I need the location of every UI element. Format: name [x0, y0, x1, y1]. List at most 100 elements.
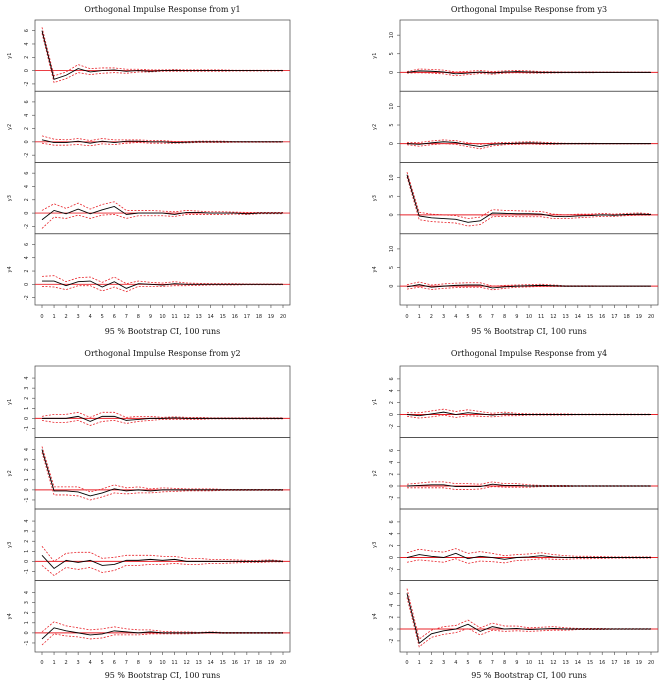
y-tick-label: 4	[24, 519, 30, 522]
y-tick-label: 2	[389, 616, 395, 619]
x-tick-label: 2	[430, 660, 433, 666]
x-tick-label: 1	[418, 314, 421, 320]
x-tick-label: 10	[159, 314, 165, 320]
ci-lower-line	[406, 72, 651, 77]
x-tick-label: 6	[479, 660, 482, 666]
panel-frame	[34, 162, 291, 235]
x-tick-label: 8	[503, 660, 506, 666]
x-tick-label: 16	[232, 314, 238, 320]
x-tick-label: 15	[587, 660, 593, 666]
panel-frame	[399, 580, 659, 653]
x-tick-label: 11	[538, 314, 544, 320]
chart-footer: 95 % Bootstrap CI, 100 runs	[471, 327, 587, 336]
irf-line	[406, 411, 651, 417]
panel-y4: y4 0 5 10	[372, 233, 659, 306]
y-tick-label: 0	[24, 212, 30, 215]
y-tick-label: 4	[389, 532, 395, 535]
y-tick-label: -2	[389, 495, 395, 500]
x-tick-label: 11	[171, 314, 177, 320]
y-axis-label: y2	[7, 124, 13, 130]
y-tick-label: 2	[24, 397, 30, 400]
ci-lower-line	[406, 285, 651, 291]
x-tick-label: 4	[454, 660, 457, 666]
x-tick-label: 3	[442, 660, 445, 666]
y-axis-label: y3	[7, 195, 13, 201]
y-tick-label: 4	[389, 461, 395, 464]
x-tick-label: 18	[256, 660, 262, 666]
y-tick-label: 4	[24, 591, 30, 594]
irf-line	[406, 141, 651, 148]
x-tick-label: 6	[479, 314, 482, 320]
ci-lower-line	[41, 452, 283, 501]
y-tick-label: 5	[389, 123, 395, 126]
irf-line	[406, 483, 651, 488]
y-tick-label: 2	[389, 401, 395, 404]
irf-line	[406, 174, 652, 223]
y-tick-label: 0	[389, 484, 395, 487]
y-tick-label: 2	[24, 56, 30, 59]
y-tick-label: -2	[389, 638, 395, 643]
x-tick-label: 3	[77, 314, 80, 320]
x-tick-label: 13	[195, 314, 201, 320]
panel-frame	[399, 19, 659, 92]
y-axis-label: y1	[372, 53, 378, 59]
chart-3: Orthogonal Impulse Response from y2 y1 -1 0…	[7, 349, 291, 680]
x-tick-label: 4	[89, 660, 92, 666]
x-tick-label: 16	[599, 660, 605, 666]
x-tick-label: 13	[562, 660, 568, 666]
irf-line	[41, 205, 283, 221]
y-axis-label: y3	[7, 542, 13, 548]
chart-title: Orthogonal Impulse Response from y1	[84, 5, 240, 14]
chart-2: Orthogonal Impulse Response from y3 y1 0 5 1…	[372, 5, 659, 336]
x-tick-label: 12	[183, 660, 189, 666]
y-tick-label: 1	[24, 407, 30, 410]
y-tick-label: 6	[24, 172, 30, 175]
y-tick-label: 0	[24, 283, 30, 286]
irf-line	[42, 280, 283, 289]
ci-upper-line	[41, 546, 284, 562]
x-tick-label: 20	[280, 660, 286, 666]
y-tick-label: 6	[389, 377, 395, 380]
x-tick-label: 20	[280, 314, 286, 320]
panel-y1: y1 -2 0 2 4 6	[7, 19, 291, 92]
x-tick-label: 1	[52, 660, 55, 666]
y-tick-label: 0	[389, 556, 395, 559]
x-tick-label: 6	[113, 314, 116, 320]
x-tick-label: 3	[77, 660, 80, 666]
panel-y1: y1 -2 0 2 4 6	[372, 365, 659, 438]
y-axis-label: y4	[372, 266, 378, 272]
y-tick-label: 5	[389, 195, 395, 198]
x-tick-label: 12	[183, 314, 189, 320]
panel-frame	[34, 508, 291, 581]
x-tick-label: 5	[466, 314, 469, 320]
x-tick-label: 13	[562, 314, 568, 320]
ci-upper-line	[41, 446, 283, 493]
y-tick-label: 0	[389, 213, 395, 216]
y-tick-label: 4	[24, 114, 30, 117]
y-tick-label: -2	[24, 153, 30, 158]
ci-lower-line	[406, 143, 651, 150]
y-tick-label: 5	[389, 52, 395, 55]
y-tick-label: 3	[24, 601, 30, 604]
panel-frame	[34, 233, 291, 306]
ci-upper-line	[41, 201, 283, 213]
y-tick-label: -1	[24, 569, 30, 574]
panel-frame	[34, 580, 291, 653]
x-tick-label: 9	[149, 660, 152, 666]
panel-y1: y1 0 5 10	[372, 19, 659, 92]
y-tick-label: 2	[389, 544, 395, 547]
x-tick-label: 4	[454, 314, 457, 320]
y-tick-label: 6	[24, 29, 30, 32]
y-tick-label: 3	[24, 387, 30, 390]
y-axis-label: y1	[7, 399, 13, 405]
x-tick-label: 13	[195, 660, 201, 666]
ci-upper-line	[41, 411, 283, 419]
x-tick-label: 5	[466, 660, 469, 666]
panel-frame	[399, 162, 659, 235]
y-axis-label: y2	[7, 470, 13, 476]
panel-y2: y2 -2 0 2 4 6	[372, 437, 659, 510]
ci-upper-line	[406, 548, 651, 558]
y-axis-label: y4	[7, 613, 13, 619]
x-tick-label: 19	[636, 660, 642, 666]
